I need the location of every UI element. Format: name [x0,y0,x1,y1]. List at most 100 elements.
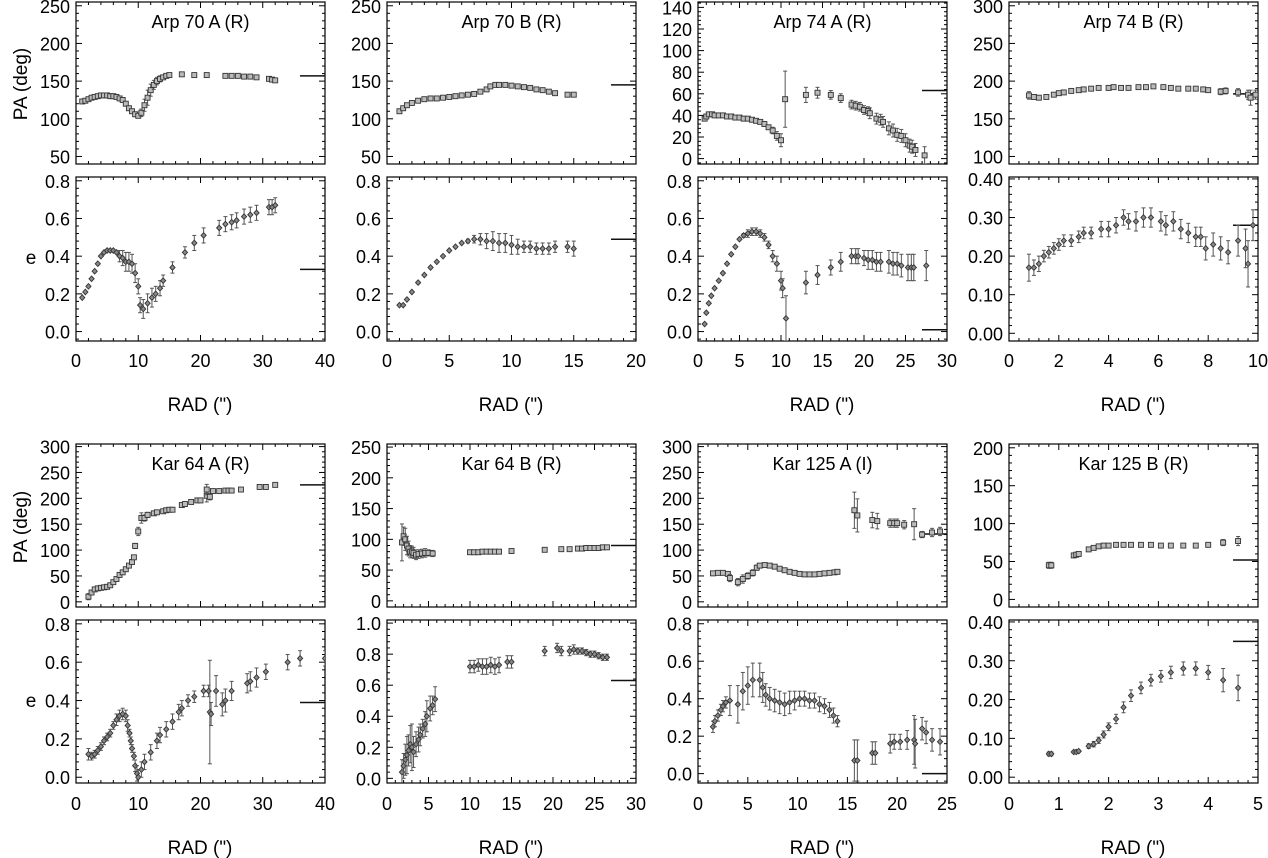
x-tick-label: 20 [626,351,646,371]
data-point [1112,715,1120,723]
e-panel [75,619,326,784]
data-point [826,569,833,576]
data-point [88,589,95,596]
data-point [184,697,192,705]
x-tick-label: 20 [887,794,907,814]
data-point [761,233,768,241]
data-point [533,86,540,93]
data-point [889,260,897,268]
data-point [773,260,781,268]
subplot: 0 50 100 150 200 250 0 5 10 15 20 25 30 0.0 0.2 0.4 0.6 0… [351,438,646,814]
x-tick-label: 20 [854,351,874,371]
data-point [744,230,752,238]
data-point [262,483,269,490]
data-point [921,152,928,159]
data-point [427,264,434,271]
data-point [1217,88,1224,95]
data-point [1075,87,1082,94]
data-point [135,773,142,781]
y-tick-label: 0.6 [667,209,692,229]
data-point [1204,668,1212,676]
data-point [113,716,120,724]
data-point [574,647,582,655]
e-data [1045,640,1258,758]
data-point [130,752,138,760]
y-tick-label: 0.20 [968,247,1003,267]
data-point [1180,542,1187,549]
data-point [1219,676,1227,684]
data-point [1244,260,1252,268]
data-point [1095,736,1102,744]
data-point [219,700,226,708]
data-point [169,718,176,726]
panel-title: Kar 125 B (R) [1078,454,1188,474]
data-point [769,127,776,134]
data-point [837,258,844,266]
y-tick-label: 200 [351,34,381,54]
data-point [708,292,715,300]
data-point [107,582,114,589]
x-tick-label: 20 [543,794,563,814]
data-point [122,100,129,107]
e-panel [75,176,326,342]
data-point [1222,87,1229,94]
data-point [1120,214,1127,221]
data-point [423,712,431,720]
pa-panel [75,443,326,608]
y-tick-label: 250 [40,0,70,17]
data-point [1142,84,1149,91]
data-point [736,235,743,243]
data-point [271,201,279,209]
data-point [1030,93,1037,100]
data-point [191,693,198,701]
data-point [761,562,768,569]
y-tick-label: 300 [40,438,70,458]
data-point [1205,87,1212,94]
x-tick-label: 10 [128,351,148,371]
data-point [520,243,528,251]
e-frame [75,619,326,784]
data-point [1197,233,1204,241]
data-point [458,239,465,247]
panel-title: Arp 74 B (R) [1083,12,1183,32]
data-point [125,105,132,112]
data-point [132,542,139,549]
data-point [776,565,783,572]
data-point [1112,221,1120,229]
data-point [228,72,235,79]
data-point [801,695,808,703]
data-point [1147,676,1155,684]
data-point [1185,229,1192,237]
data-point [216,488,223,495]
y-tick-label: 150 [40,515,70,535]
data-point [429,550,436,557]
data-point [156,284,164,292]
data-point [483,237,490,245]
data-point [771,563,778,570]
data-point [129,108,135,115]
data-point [734,700,742,708]
y-tick-label: 0.8 [667,172,692,192]
x-tick-label: 0 [382,794,392,814]
y-tick-label: 250 [351,438,381,458]
y-tick-label: 0.8 [45,615,70,635]
y-tick-label: 200 [973,439,1003,459]
pa-frame [1008,1,1259,165]
data-point [122,566,129,573]
data-point [1185,85,1192,92]
data-point [94,746,102,754]
y-tick-label: 20 [672,128,692,148]
data-point [1045,248,1053,256]
data-point [734,579,741,586]
data-point [181,248,189,256]
y-tick-label: 0.2 [356,285,381,305]
data-point [811,697,818,705]
data-point [880,118,887,125]
data-point [570,91,577,98]
e-data [396,231,636,309]
x-tick-label: 5 [1253,794,1263,814]
y-tick-label: 0.4 [667,690,692,710]
data-point [446,247,453,254]
data-point [238,486,244,493]
